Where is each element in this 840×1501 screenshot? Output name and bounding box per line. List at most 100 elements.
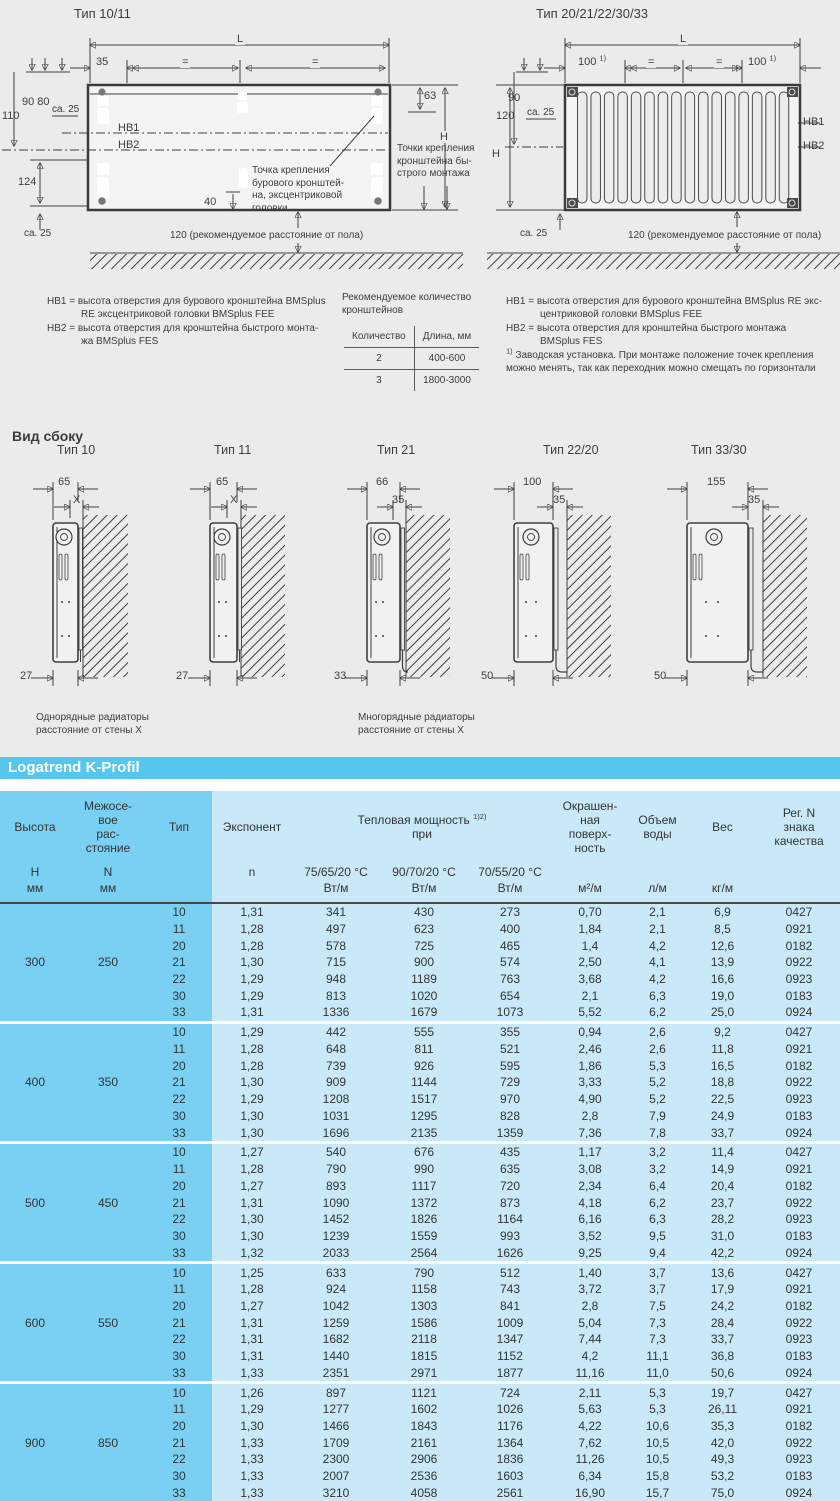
power-70-cell: 1603	[468, 1467, 553, 1485]
power-75-cell: 715	[292, 954, 380, 971]
floor-note-right: 120 (рекомендуемое расстояние от пола)	[628, 230, 822, 241]
reg-cell: 0182	[758, 1297, 840, 1315]
height-cell: 500	[0, 1140, 70, 1263]
exponent-cell: 1,33	[212, 1450, 292, 1468]
surface-cell: 3,68	[552, 970, 629, 988]
weight-cell: 20,4	[687, 1177, 759, 1195]
side-dim-mid: 35	[748, 494, 761, 506]
weight-cell: 50,6	[687, 1364, 759, 1383]
table-row: 2 400-600	[344, 347, 480, 370]
power-75-cell: 2351	[292, 1364, 380, 1383]
weight-cell: 75,0	[687, 1484, 759, 1501]
type-cell: 22	[146, 1090, 212, 1108]
side-dim-mid: 35	[392, 494, 405, 506]
dim-ca25-bottom-left: ca. 25	[24, 228, 52, 239]
side-title-type11: Тип 11	[214, 443, 252, 457]
exponent-cell: 1,31	[212, 1004, 292, 1023]
dim-ca25-bottom-right: ca. 25	[520, 228, 548, 239]
reg-cell: 0923	[758, 1450, 840, 1468]
dim-90: 90	[508, 92, 521, 104]
volume-cell: 2,6	[628, 1020, 688, 1041]
dim-eq-4: =	[714, 56, 725, 68]
reg-cell: 0427	[758, 903, 840, 921]
surface-cell: 16,90	[552, 1484, 629, 1501]
surface-cell: 7,36	[552, 1124, 629, 1143]
hb1-label-left: HB1	[118, 122, 140, 134]
power-90-cell: 1843	[380, 1417, 468, 1435]
weight-cell: 8,5	[687, 920, 759, 938]
exponent-cell: 1,31	[212, 1330, 292, 1348]
power-75-cell: 897	[292, 1381, 380, 1402]
exponent-cell: 1,30	[212, 1227, 292, 1245]
bracket-len: 1800-3000	[423, 375, 471, 386]
power-70-cell: 1176	[468, 1417, 553, 1435]
table-header: Высота Межосе- вое рас- стояние Тип Эксп…	[0, 791, 840, 904]
table-row: 20 1,28 739 926 595 1,86 5,3 16,5 0182	[0, 1057, 840, 1075]
reg-cell: 0921	[758, 1160, 840, 1178]
table-row: 20 1,28 578 725 465 1,4 4,2 12,6 0182	[0, 937, 840, 955]
weight-cell: 33,7	[687, 1124, 759, 1143]
side-diagram-type33-30	[665, 482, 807, 686]
spacing-cell: 350	[70, 1020, 146, 1143]
footnote-marker: 1)	[506, 346, 513, 356]
power-90-cell: 725	[380, 937, 468, 955]
volume-cell: 11,1	[628, 1347, 688, 1365]
volume-cell: 2,6	[628, 1040, 688, 1058]
power-75-cell: 1452	[292, 1210, 380, 1228]
surface-cell: 5,52	[552, 1004, 629, 1023]
volume-cell: 10,6	[628, 1417, 688, 1435]
bracket-len: 400-600	[414, 347, 480, 370]
power-footnote-marker: 1)2)	[473, 812, 487, 821]
surface-cell: 11,26	[552, 1450, 629, 1468]
table-row: 30 1,33 2007 2536 1603 6,34 15,8 53,2 0183	[0, 1467, 840, 1485]
side-view-art	[31, 482, 807, 686]
side-title-type33-30: Тип 33/30	[691, 443, 747, 457]
power-75-cell: 1239	[292, 1227, 380, 1245]
power-title: Тепловая мощность	[357, 813, 470, 827]
hb2-label-right: HB2	[803, 140, 825, 152]
table-row: 500 450 10 1,27 540 676 435 1,17 3,2 11,4 0427	[0, 1140, 840, 1263]
reg-cell: 0183	[758, 1107, 840, 1125]
side-diagram-type11	[188, 482, 285, 686]
power-90-cell: 1826	[380, 1210, 468, 1228]
side-dim-top: 65	[58, 476, 71, 488]
exponent-cell: 1,30	[212, 1124, 292, 1143]
volume-cell: 9,4	[628, 1244, 688, 1263]
height-cell: 300	[0, 903, 70, 1023]
footnote-marker: 1)	[769, 53, 777, 63]
spacing-cell: 850	[70, 1381, 146, 1501]
table-row: 20 1,30 1466 1843 1176 4,22 10,6 35,3 0182	[0, 1417, 840, 1435]
table-row: 600 550 10 1,25 633 790 512 1,40 3,7 13,6 0427	[0, 1261, 840, 1383]
power-90-cell: 555	[380, 1020, 468, 1041]
table-row: 33 1,31 1336 1679 1073 5,52 6,2 25,0 0924	[0, 1004, 840, 1023]
table-row: 22 1,29 948 1189 763 3,68 4,2 16,6 0923	[0, 970, 840, 988]
unit-volume: л/м	[628, 863, 688, 904]
unit-type	[146, 863, 212, 904]
unit-power-75: 75/65/20 °C Вт/м	[292, 863, 380, 904]
power-75-cell: 497	[292, 920, 380, 938]
power-90-cell: 790	[380, 1261, 468, 1281]
surface-cell: 1,4	[552, 937, 629, 955]
weight-cell: 16,5	[687, 1057, 759, 1075]
col-header-height: Высота	[0, 791, 70, 863]
surface-cell: 3,33	[552, 1074, 629, 1091]
power-75-cell: 1440	[292, 1347, 380, 1365]
power-75-cell: 540	[292, 1140, 380, 1161]
surface-cell: 11,16	[552, 1364, 629, 1383]
reg-cell: 0922	[758, 954, 840, 971]
legend-left-hb1: HB1 = высота отверстия для бурового крон…	[47, 296, 326, 320]
side-dim-bottom: 50	[481, 670, 494, 682]
side-diagram-type22-20	[492, 482, 611, 686]
bracket-count-table: Количество Длина, мм 2 400-600 3 1800-30…	[344, 326, 480, 391]
side-title-type21: Тип 21	[377, 443, 416, 457]
power-75-cell: 2033	[292, 1244, 380, 1263]
power-75-cell: 924	[292, 1280, 380, 1298]
reg-cell: 0922	[758, 1074, 840, 1091]
type-cell: 30	[146, 1347, 212, 1365]
power-70-cell: 993	[468, 1227, 553, 1245]
volume-cell: 7,5	[628, 1297, 688, 1315]
exponent-cell: 1,30	[212, 954, 292, 971]
type-cell: 20	[146, 1057, 212, 1075]
unit-exponent: n	[212, 863, 292, 904]
weight-cell: 31,0	[687, 1227, 759, 1245]
